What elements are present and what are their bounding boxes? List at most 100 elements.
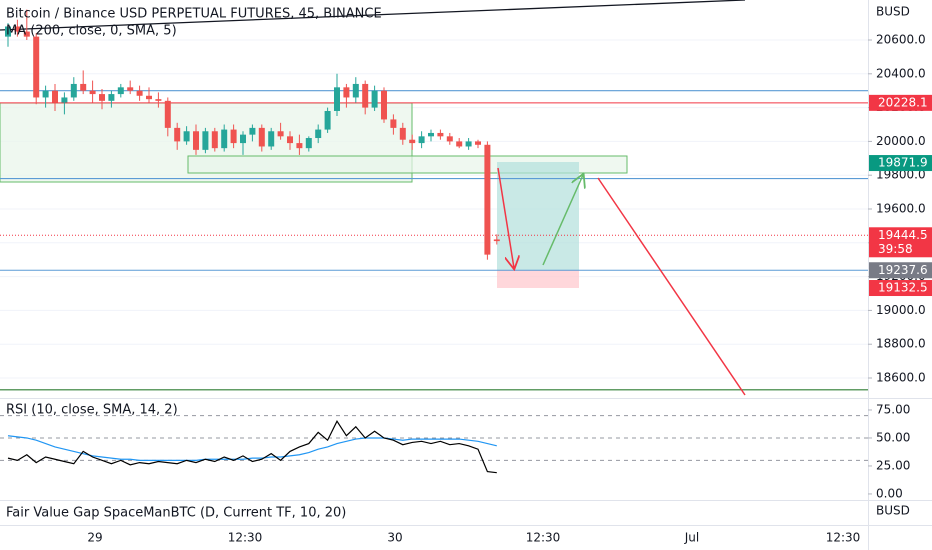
candle-body — [155, 99, 162, 101]
candle-body — [399, 127, 406, 140]
x-tick-label: 12:30 — [526, 531, 561, 545]
ma-line — [0, 0, 746, 31]
countdown: 39:58 — [878, 242, 913, 256]
candle-body — [183, 131, 190, 142]
candle-body — [89, 90, 96, 95]
candle-body — [484, 144, 491, 255]
candle-body — [390, 119, 397, 128]
candle-body — [33, 36, 40, 98]
y-tick-label: 19000.0 — [876, 303, 926, 317]
candle-body — [315, 129, 322, 139]
candle-body — [428, 132, 434, 137]
price-badge — [869, 280, 932, 297]
candle-body — [475, 141, 481, 145]
candle-body — [52, 90, 58, 103]
candle-body — [240, 134, 246, 144]
rsi-tick-label: 25.00 — [876, 458, 910, 472]
candle-body — [211, 131, 218, 149]
candle-body — [371, 90, 378, 108]
candle-body — [362, 83, 369, 108]
rsi-tick-label: 0.00 — [876, 486, 903, 500]
candle-body — [343, 87, 350, 98]
y-tick-label: 20000.0 — [876, 134, 926, 148]
candle-body — [127, 87, 134, 91]
candle-body — [99, 94, 105, 101]
currency-label: BUSD — [876, 5, 910, 19]
price-badge-label: 19132.5 — [878, 281, 928, 295]
rsi-pane: 75.00 50.00 25.00 0.00 — [0, 402, 910, 500]
y-tick-label: 20600.0 — [876, 33, 926, 47]
levels — [0, 90, 868, 391]
candle-body — [268, 131, 275, 147]
candle-body — [146, 95, 152, 100]
indicator-label: MA (200, close, 0, SMA, 5) — [6, 24, 177, 39]
time-axis: 29 12:30 30 12:30 Jul 12:30 — [87, 531, 860, 545]
price-badge — [869, 262, 932, 279]
rsi-line — [7, 419, 497, 474]
arrow — [497, 167, 514, 268]
rsi-tick-label: 50.00 — [876, 430, 910, 444]
candle-body — [23, 31, 30, 37]
chart-title: Bitcoin / Binance USD PERPETUAL FUTURES,… — [6, 7, 382, 22]
price-badge-label: 19444.5 — [878, 228, 928, 242]
currency-label: BUSD — [876, 504, 910, 518]
candle-body — [174, 127, 181, 142]
candle-body — [287, 136, 293, 144]
price-badge — [869, 155, 932, 172]
rsi-tick-label: 75.00 — [876, 402, 910, 416]
candle-body — [258, 127, 265, 147]
y-tick-label: 19600.0 — [876, 202, 926, 216]
y-tick-label: 18600.0 — [876, 371, 926, 385]
price-badge — [869, 94, 932, 111]
candle-body — [202, 131, 209, 150]
price-badge-label: 19237.6 — [878, 263, 928, 277]
candle-body — [249, 127, 256, 135]
candle-body — [324, 110, 331, 130]
candle-body — [70, 83, 77, 98]
arrow — [542, 175, 583, 266]
candles — [5, 9, 500, 260]
candle-body — [456, 141, 463, 147]
candle-body — [80, 83, 87, 91]
fvg-title: Fair Value Gap SpaceManBTC (D, Current T… — [6, 506, 346, 521]
x-tick-label: 29 — [87, 531, 102, 545]
candle-body — [61, 97, 68, 103]
candle-body — [437, 132, 444, 137]
candle-body — [493, 239, 500, 242]
rsi-ma-line — [7, 435, 497, 461]
candle-body — [465, 141, 472, 147]
x-tick-label: 12:30 — [228, 531, 263, 545]
candle-body — [277, 131, 284, 137]
candle-body — [418, 136, 425, 144]
trend-line — [597, 177, 746, 396]
price-axis: 20600.020400.020200.020000.019800.019600… — [868, 33, 932, 385]
x-tick-label: 12:30 — [826, 531, 861, 545]
candle-body — [14, 26, 21, 32]
candle-body — [305, 138, 312, 149]
candle-body — [42, 90, 49, 98]
y-tick-label: 18800.0 — [876, 337, 926, 351]
stop-zone — [497, 270, 579, 288]
y-tick-label: 20400.0 — [876, 66, 926, 80]
candle-body — [164, 100, 171, 128]
candle-body — [193, 131, 199, 150]
y-tick-label: 19800.0 — [876, 168, 926, 182]
x-tick-label: Jul — [684, 531, 699, 545]
candle-body — [352, 83, 359, 98]
candle-body — [381, 90, 387, 120]
candle-body — [108, 94, 115, 101]
candle-body — [136, 90, 143, 96]
candle-body — [409, 139, 416, 144]
price-badge-label: 19871.9 — [878, 156, 928, 170]
candle-body — [221, 129, 228, 149]
candle-body — [5, 26, 11, 37]
candle-body — [446, 136, 453, 142]
price-badge-label: 20228.1 — [878, 95, 928, 109]
candle-body — [334, 87, 340, 111]
rsi-title: RSI (10, close, SMA, 14, 2) — [6, 403, 178, 418]
candle-body — [296, 143, 303, 149]
price-badge — [869, 227, 932, 258]
candle-body — [230, 129, 237, 144]
main-pane — [0, 0, 868, 396]
